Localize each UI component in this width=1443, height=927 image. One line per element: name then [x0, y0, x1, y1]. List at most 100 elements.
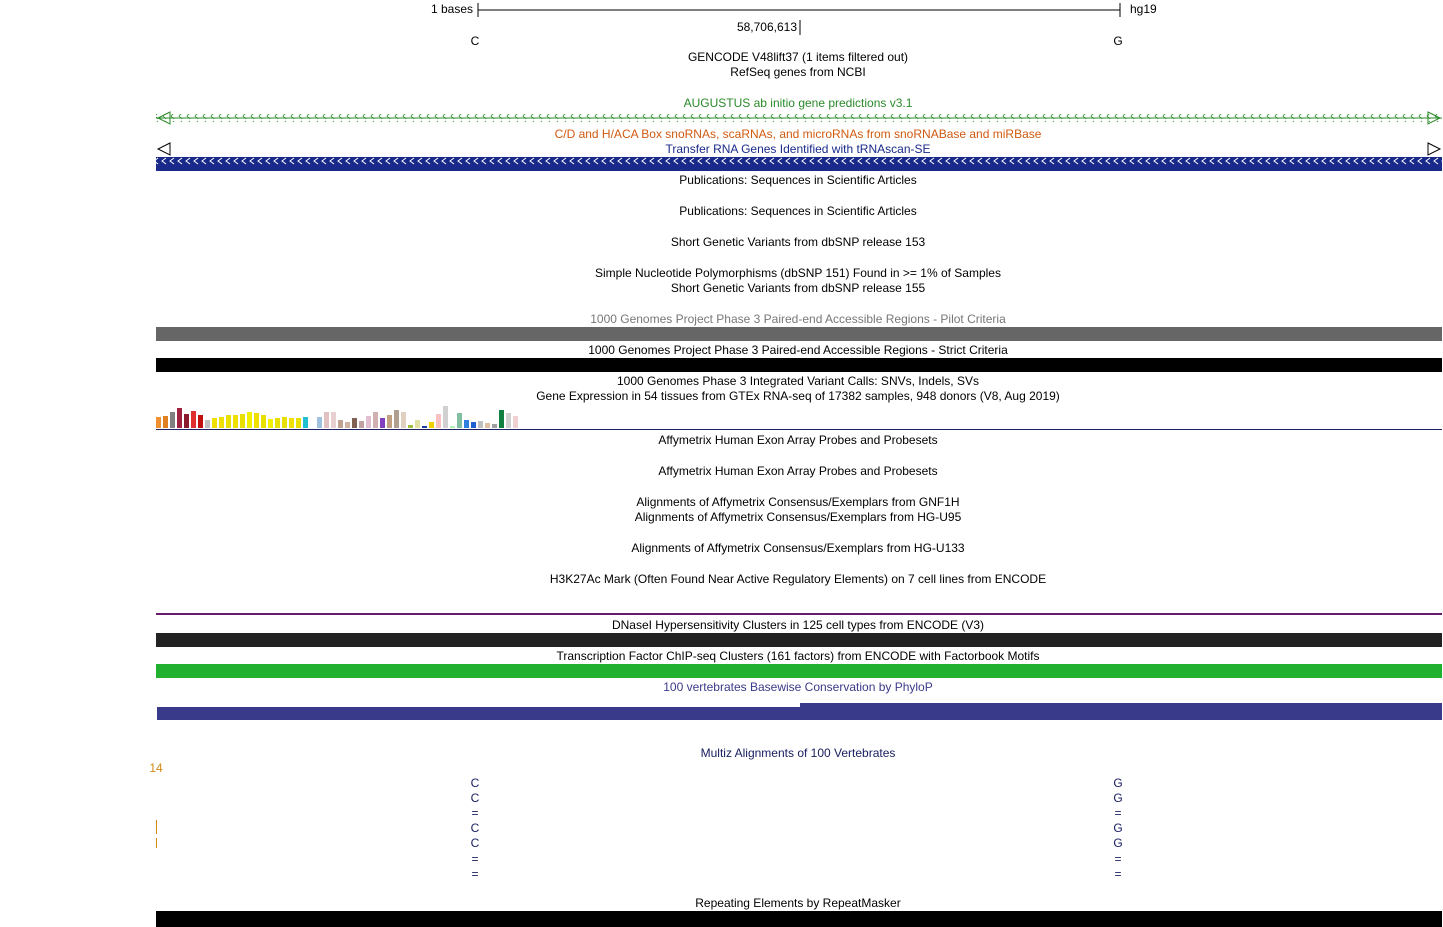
phylop-bar [157, 707, 800, 720]
gtex-bar [268, 419, 273, 428]
gtex-bar [513, 416, 518, 428]
track-title: C/D and H/ACA Box snoRNAs, scaRNAs, and … [555, 127, 1042, 141]
track-title: Alignments of Affymetrix Consensus/Exemp… [636, 495, 959, 509]
track-title: Alignments of Affymetrix Consensus/Exemp… [631, 541, 965, 555]
multiz-base: = [471, 852, 478, 866]
gtex-bar [450, 426, 455, 428]
gtex-bar [387, 415, 392, 428]
trna-chevrons [156, 157, 1442, 171]
gtex-bar [415, 420, 420, 428]
gtex-bar [401, 412, 406, 428]
gtex-bar [352, 418, 357, 428]
track-title: Transfer RNA Genes Identified with tRNAs… [666, 142, 931, 156]
multiz-bases: CC=CC==GG=GG== [471, 776, 1123, 881]
gtex-bar [499, 410, 504, 428]
gtex-bar [191, 411, 196, 428]
multiz-base: C [471, 791, 480, 805]
track-title: H3K27Ac Mark (Often Found Near Active Re… [550, 572, 1046, 586]
gtex-bar [366, 416, 371, 428]
track-title: Short Genetic Variants from dbSNP releas… [671, 281, 926, 295]
multiz-base: = [1114, 867, 1121, 881]
augustus-ends [156, 111, 1442, 125]
multiz-base: = [471, 806, 478, 820]
gtex-bar [506, 413, 511, 428]
multiz-base: C [471, 836, 480, 850]
multiz-base: G [1113, 836, 1122, 850]
gtex-bar [170, 412, 175, 428]
strict-feature [156, 358, 1442, 372]
track-title: Short Genetic Variants from dbSNP releas… [671, 235, 926, 249]
pilot-feature [156, 327, 1442, 341]
gtex-bar [219, 417, 224, 428]
track-title: Publications: Sequences in Scientific Ar… [679, 173, 916, 187]
track-titles: GENCODE V48lift37 (1 items filtered out)… [536, 50, 1060, 910]
track-title: Affymetrix Human Exon Array Probes and P… [658, 433, 937, 447]
gtex-bar [380, 418, 385, 428]
track-title: Repeating Elements by RepeatMasker [695, 896, 900, 910]
phylop-bar [800, 703, 1442, 720]
gtex-bars [156, 406, 518, 428]
track-title: Multiz Alignments of 100 Vertebrates [701, 746, 896, 760]
gtex-bar [408, 425, 413, 428]
gtex-bar [331, 412, 336, 428]
track-title: 1000 Genomes Phase 3 Integrated Variant … [617, 374, 979, 388]
gtex-bar [303, 417, 308, 428]
gtex-bar [464, 420, 469, 428]
track-title: Gene Expression in 54 tissues from GTEx … [536, 389, 1060, 403]
gtex-bar [289, 418, 294, 428]
gtex-bar [282, 417, 287, 428]
track-title: Publications: Sequences in Scientific Ar… [679, 204, 916, 218]
track-title: DNaseI Hypersensitivity Clusters in 125 … [612, 618, 984, 632]
track-title: RefSeq genes from NCBI [730, 65, 865, 79]
scale-label: 1 bases [431, 2, 473, 16]
base: C [471, 34, 480, 48]
gtex-bar [212, 418, 217, 428]
multiz-base: G [1113, 821, 1122, 835]
gtex-bar [198, 415, 203, 428]
gtex-bar [254, 413, 259, 428]
dnase-feature [156, 633, 1442, 647]
gtex-bar [205, 420, 210, 428]
gtex-bar [177, 408, 182, 428]
gtex-bar [226, 415, 231, 428]
gtex-bar [345, 422, 350, 428]
gtex-bar [457, 413, 462, 428]
track-title: Simple Nucleotide Polymorphisms (dbSNP 1… [595, 266, 1001, 280]
track-title: Affymetrix Human Exon Array Probes and P… [658, 464, 937, 478]
snorna-ends [156, 142, 1442, 156]
multiz-base: C [471, 776, 480, 790]
repeat-feature [156, 911, 1442, 927]
track-title: AUGUSTUS ab initio gene predictions v3.1 [684, 96, 913, 110]
gtex-bar [275, 418, 280, 428]
multiz-base: = [1114, 806, 1121, 820]
multiz-base: G [1113, 776, 1122, 790]
gtex-bar [317, 417, 322, 428]
track-graphics: 14 CC=CC==GG=GG== [149, 111, 1442, 927]
gtex-bar [436, 414, 441, 428]
ruler: 1 bases hg19 58,706,613 C G [431, 2, 1157, 48]
gtex-bar [184, 414, 189, 428]
gtex-bar [359, 421, 364, 428]
gtex-bar [394, 410, 399, 428]
track-title: 1000 Genomes Project Phase 3 Paired-end … [588, 343, 1008, 357]
gtex-bar [156, 417, 161, 428]
gtex-bar [261, 415, 266, 428]
gtex-bar [163, 416, 168, 428]
multiz-scale: 14 [149, 761, 163, 775]
tfbs-feature [156, 664, 1442, 678]
gtex-bar [296, 418, 301, 428]
gtex-bar [247, 412, 252, 428]
gtex-bar [338, 420, 343, 428]
gtex-bar [422, 426, 427, 428]
multiz-base: = [471, 867, 478, 881]
gtex-bar [471, 422, 476, 428]
track-title: 100 vertebrates Basewise Conservation by… [663, 680, 932, 694]
gtex-bar [478, 421, 483, 428]
track-title: Alignments of Affymetrix Consensus/Exemp… [635, 510, 962, 524]
gtex-bar [485, 423, 490, 428]
gtex-bar [443, 406, 448, 428]
assembly: hg19 [1130, 2, 1157, 16]
position: 58,706,613 [737, 20, 797, 34]
